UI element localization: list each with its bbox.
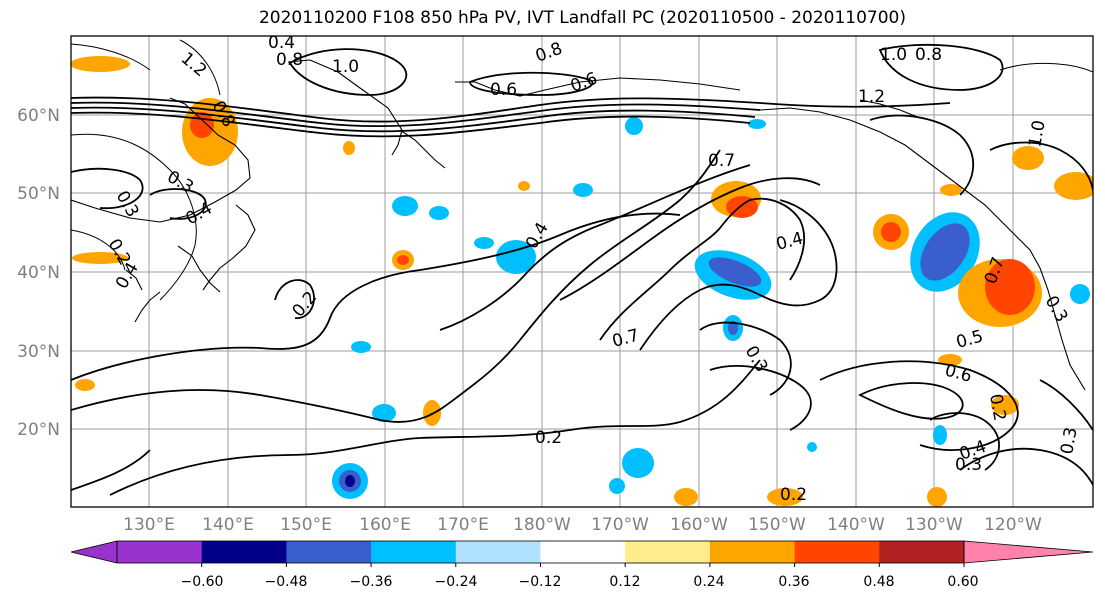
colorbar-tick-label: 0.60 xyxy=(947,574,978,590)
colorbar-extend-left xyxy=(70,540,118,564)
contour-label: 0.2 xyxy=(780,485,807,505)
map-frame xyxy=(70,35,1094,508)
colorbar-tick-label: 0.12 xyxy=(609,574,640,590)
longitude-labels: 130°E 140°E 150°E 160°E 170°E 180°W 170°… xyxy=(123,515,1042,535)
colorbar-segment xyxy=(709,541,796,563)
colorbar-segment xyxy=(540,541,626,563)
lon-label: 170°E xyxy=(437,515,489,535)
lon-label: 170°W xyxy=(591,515,649,535)
contour-label: 0.2 xyxy=(535,428,562,448)
contour-label: 0.5 xyxy=(954,327,985,353)
lat-label: 20°N xyxy=(17,420,60,440)
contour-label: 0.3 xyxy=(955,455,982,475)
colorbar-tick-label: 0.48 xyxy=(863,574,894,590)
contour-label: 1.0 xyxy=(332,57,359,77)
colorbar-segment xyxy=(201,541,287,563)
lat-label: 50°N xyxy=(17,184,60,204)
colorbar-tick-label: 0.36 xyxy=(778,574,809,590)
lon-label: 160°W xyxy=(670,515,728,535)
contour-label: 0.3 xyxy=(1041,293,1072,326)
contour-label: 1.0 xyxy=(880,45,907,65)
colorbar-tick-label: −0.12 xyxy=(519,574,562,590)
contour-label: 1.0 xyxy=(1025,119,1049,149)
contour-label: 0.4 xyxy=(183,198,216,229)
ivt-contours xyxy=(71,43,1093,496)
lon-label: 150°E xyxy=(280,515,332,535)
colorbar-tick-label: −0.24 xyxy=(435,574,478,590)
contour-label: 0.7 xyxy=(708,151,735,171)
lat-label: 60°N xyxy=(17,106,60,126)
colorbar-tick-label: −0.60 xyxy=(181,574,224,590)
latitude-labels: 20°N 30°N 40°N 50°N 60°N xyxy=(17,106,60,440)
map-title: 2020110200 F108 850 hPa PV, IVT Landfall… xyxy=(258,8,906,28)
colorbar-segment xyxy=(625,541,711,563)
lon-label: 180°W xyxy=(513,515,571,535)
lon-label: 140°E xyxy=(202,515,254,535)
lon-label: 140°W xyxy=(827,515,885,535)
colorbar xyxy=(70,540,1094,567)
coastlines xyxy=(71,59,1086,391)
lon-label: 120°W xyxy=(984,515,1042,535)
contour-label: 0.8 xyxy=(533,39,565,67)
colorbar-tick-label: 0.24 xyxy=(693,574,724,590)
colorbar-ticks: −0.60 −0.48 −0.36 −0.24 −0.12 0.12 0.24 … xyxy=(181,574,979,590)
contour-label: 0.2 xyxy=(985,392,1009,422)
lat-label: 30°N xyxy=(17,342,60,362)
colorbar-tick-label: −0.36 xyxy=(350,574,393,590)
contour-label: 1.2 xyxy=(177,49,211,82)
lat-label: 40°N xyxy=(17,263,60,283)
lon-label: 130°E xyxy=(123,515,175,535)
lon-label: 160°E xyxy=(359,515,411,535)
ivt-contours-thin xyxy=(71,39,1093,301)
contour-label: 0.8 xyxy=(915,45,942,65)
contour-label: 0.2 xyxy=(289,288,322,322)
pv-shading xyxy=(71,56,1093,507)
colorbar-extend-right xyxy=(963,540,1094,564)
colorbar-segment xyxy=(455,541,541,563)
colorbar-segment xyxy=(117,541,203,563)
colorbar-tick-label: −0.48 xyxy=(265,574,308,590)
contour-label: 0.4 xyxy=(268,33,295,53)
lon-label: 150°W xyxy=(748,515,806,535)
colorbar-segment xyxy=(286,541,372,563)
contour-label: 1.2 xyxy=(858,87,885,107)
lon-label: 130°W xyxy=(905,515,963,535)
contour-label: 0.6 xyxy=(568,69,600,97)
contour-label: 0.8 xyxy=(276,50,303,70)
contour-label: 0.7 xyxy=(610,326,641,352)
contour-label: 0.4 xyxy=(774,229,805,255)
contour-label: 0.3 xyxy=(1057,426,1081,456)
colorbar-segment xyxy=(794,541,880,563)
contour-label: 0.6 xyxy=(490,80,517,100)
colorbar-segment xyxy=(371,541,457,563)
contour-label: 0.3 xyxy=(741,343,772,376)
contour-label: 0.6 xyxy=(943,361,974,387)
colorbar-segment xyxy=(879,541,965,563)
